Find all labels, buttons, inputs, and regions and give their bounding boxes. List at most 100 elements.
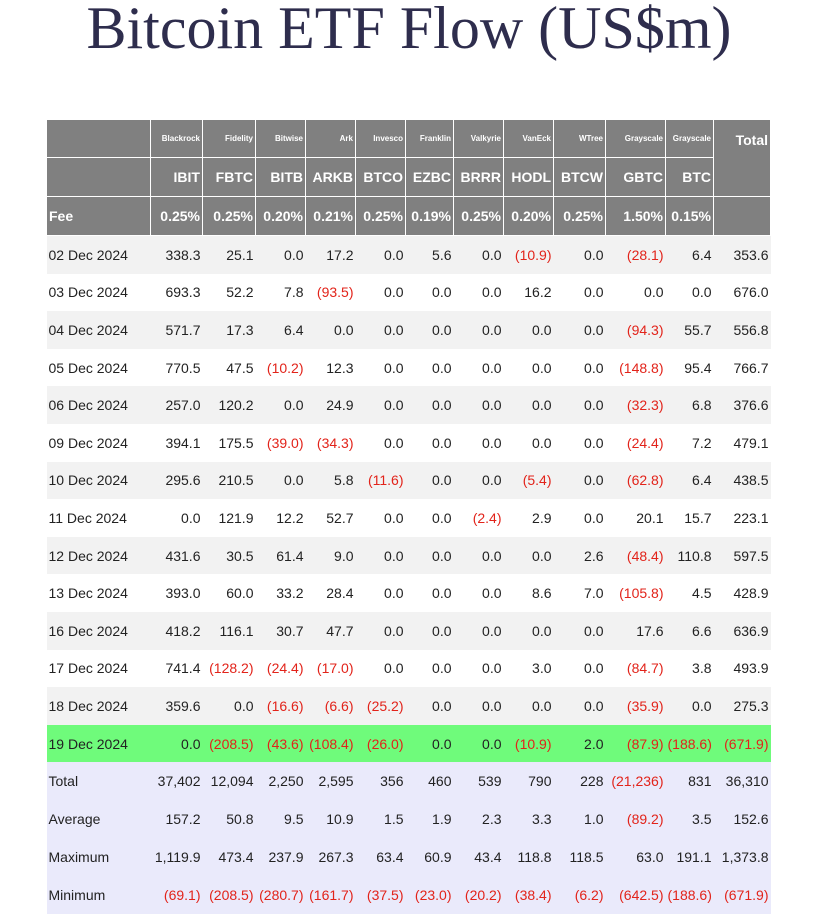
- flow-value: 2.0: [553, 724, 606, 763]
- flow-value: 8.6: [503, 574, 554, 612]
- flow-value: 790: [503, 762, 554, 801]
- flow-value: 556.8: [713, 311, 771, 349]
- flow-value: 831: [665, 762, 714, 801]
- flow-value: 493.9: [713, 649, 771, 688]
- flow-value: (671.9): [713, 875, 771, 914]
- flow-value: 0.0: [553, 461, 606, 500]
- flow-value: 0.0: [453, 649, 504, 688]
- flow-value: 0.0: [553, 687, 606, 725]
- row-label: 03 Dec 2024: [46, 273, 151, 312]
- flow-value: 636.9: [713, 611, 771, 650]
- flow-value: 5.6: [405, 235, 454, 274]
- flow-value: (161.7): [305, 875, 356, 914]
- flow-value: 0.0: [503, 348, 554, 387]
- flow-value: 95.4: [665, 348, 714, 387]
- day-row: 05 Dec 2024 770.5 47.5 (10.2) 12.3 0.0 0.0 0.0 0…: [46, 348, 771, 387]
- flow-value: 5.8: [305, 461, 356, 500]
- flow-value: 9.0: [305, 536, 356, 575]
- flow-value: 438.5: [713, 461, 771, 500]
- ticker: HODL: [503, 157, 554, 197]
- daily-rows: 02 Dec 2024 338.3 25.1 0.0 17.2 0.0 5.6 0.0 (10.…: [46, 235, 771, 763]
- flow-value: 741.4: [150, 649, 203, 688]
- row-label: 02 Dec 2024: [46, 235, 151, 274]
- day-row: 09 Dec 2024 394.1 175.5 (39.0) (34.3) 0.0 0.0 0…: [46, 423, 771, 462]
- flow-value: (48.4): [605, 536, 666, 575]
- flow-value: 43.4: [453, 837, 504, 876]
- flow-value: 2.9: [503, 499, 554, 537]
- flow-value: 237.9: [255, 837, 306, 876]
- flow-value: 52.7: [305, 499, 356, 537]
- flow-value: 597.5: [713, 536, 771, 575]
- flow-value: 12.2: [255, 499, 306, 537]
- flow-value: 6.4: [665, 235, 714, 274]
- day-row: 17 Dec 2024 741.4 (128.2) (24.4) (17.0) 0.0 0.…: [46, 649, 771, 688]
- day-row: 02 Dec 2024 338.3 25.1 0.0 17.2 0.0 5.6 0.0 (10.…: [46, 235, 771, 274]
- flow-value: 431.6: [150, 536, 203, 575]
- fee: 0.20%: [255, 196, 306, 236]
- flow-value: 10.9: [305, 800, 356, 838]
- flow-value: 0.0: [355, 311, 406, 349]
- flow-value: 15.7: [665, 499, 714, 537]
- flow-value: 0.0: [503, 423, 554, 462]
- flow-value: (148.8): [605, 348, 666, 387]
- flow-value: 6.6: [665, 611, 714, 650]
- flow-value: (128.2): [202, 649, 256, 688]
- flow-value: 0.0: [553, 348, 606, 387]
- flow-value: (16.6): [255, 687, 306, 725]
- day-row: 04 Dec 2024 571.7 17.3 6.4 0.0 0.0 0.0 0.0 0.0 0.…: [46, 311, 771, 349]
- flow-value: 0.0: [405, 649, 454, 688]
- header-cell: [713, 196, 771, 236]
- flow-value: 0.0: [405, 461, 454, 500]
- flow-value: (208.5): [202, 724, 256, 763]
- flow-value: 0.0: [553, 386, 606, 424]
- issuer-name: Invesco: [355, 119, 406, 158]
- flow-value: 0.0: [405, 423, 454, 462]
- flow-value: 7.2: [665, 423, 714, 462]
- issuer-name: Fidelity: [202, 119, 256, 158]
- flow-value: 356: [355, 762, 406, 801]
- flow-value: (11.6): [355, 461, 406, 500]
- flow-value: (69.1): [150, 875, 203, 914]
- flow-value: (642.5): [605, 875, 666, 914]
- fee: 0.25%: [355, 196, 406, 236]
- flow-value: (35.9): [605, 687, 666, 725]
- issuer-name: Ark: [305, 119, 356, 158]
- flow-value: 0.0: [405, 687, 454, 725]
- flow-value: (10.2): [255, 348, 306, 387]
- ticker: EZBC: [405, 157, 454, 197]
- flow-value: (87.9): [605, 724, 666, 763]
- page-title: Bitcoin ETF Flow (US$m): [86, 0, 732, 61]
- flow-value: 0.0: [255, 235, 306, 274]
- flow-value: 152.6: [713, 800, 771, 838]
- flow-value: 0.0: [355, 235, 406, 274]
- flow-value: 0.0: [553, 235, 606, 274]
- flow-value: (37.5): [355, 875, 406, 914]
- flow-value: 275.3: [713, 687, 771, 725]
- ticker: GBTC: [605, 157, 666, 197]
- day-row: 06 Dec 2024 257.0 120.2 0.0 24.9 0.0 0.0 0.0 0.0…: [46, 386, 771, 424]
- day-row: 19 Dec 2024 0.0 (208.5) (43.6) (108.4) (26.0)…: [46, 724, 771, 763]
- row-label: 11 Dec 2024: [46, 499, 151, 537]
- flow-value: 16.2: [503, 273, 554, 312]
- flow-value: 0.0: [305, 311, 356, 349]
- flow-value: 191.1: [665, 837, 714, 876]
- flow-value: 12,094: [202, 762, 256, 801]
- flow-value: (20.2): [453, 875, 504, 914]
- flow-value: 0.0: [355, 536, 406, 575]
- flow-value: (84.7): [605, 649, 666, 688]
- fee: 0.21%: [305, 196, 356, 236]
- flow-value: 17.2: [305, 235, 356, 274]
- ticker: ARKB: [305, 157, 356, 197]
- ticker: FBTC: [202, 157, 256, 197]
- flow-value: (94.3): [605, 311, 666, 349]
- flow-value: 0.0: [453, 273, 504, 312]
- flow-value: 63.0: [605, 837, 666, 876]
- flow-value: 0.0: [453, 235, 504, 274]
- row-label: 04 Dec 2024: [46, 311, 151, 349]
- flow-value: 0.0: [503, 386, 554, 424]
- flow-value: 0.0: [405, 386, 454, 424]
- flow-value: 12.3: [305, 348, 356, 387]
- flow-value: 766.7: [713, 348, 771, 387]
- flow-value: 20.1: [605, 499, 666, 537]
- flow-value: 0.0: [453, 574, 504, 612]
